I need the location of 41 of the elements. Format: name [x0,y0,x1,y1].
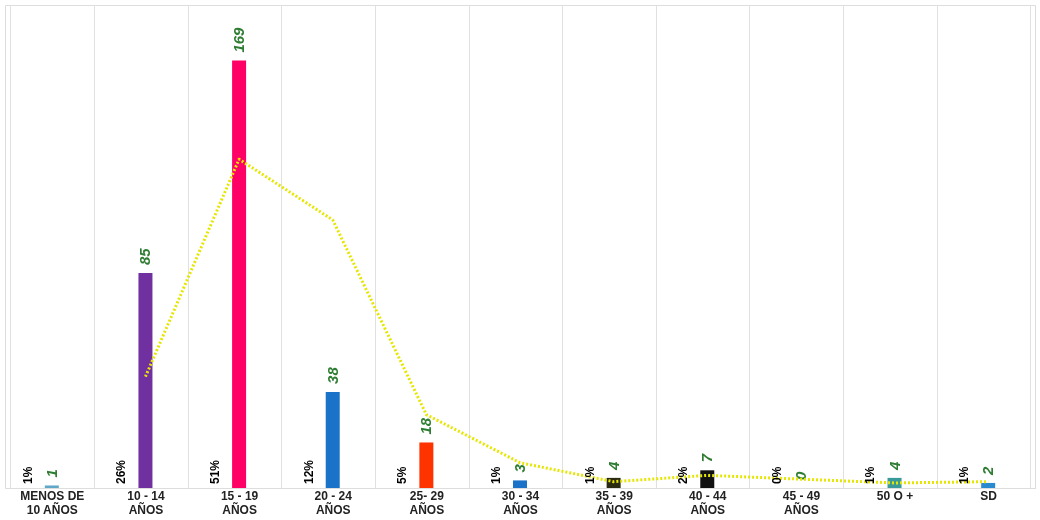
x-tick-label: 40 - 44 AÑOS [689,488,727,517]
annotation: 1% [863,466,878,484]
x-tick-label: 50 O + [876,488,914,503]
bar [232,60,247,488]
x-tick-label: 15 - 19 AÑOS [220,488,259,517]
bar [419,442,434,488]
annotation: 1% [582,466,597,484]
bar [138,273,153,488]
data-label: 169 [230,26,248,53]
x-tick-label: SD [980,488,998,503]
data-label: 38 [323,366,341,384]
annotation: 1% [20,466,35,484]
data-label: 1 [42,469,60,478]
x-tick-label: MENOS DE 10 AÑOS [20,488,85,517]
annotation: 1% [488,466,503,484]
data-label: 2 [979,465,997,476]
annotation: 26% [114,459,129,484]
bar [513,480,527,488]
x-tick-label: 35 - 39 AÑOS [595,488,634,517]
data-label: 4 [885,460,903,471]
bar [325,391,340,488]
bar [981,482,996,488]
data-label: 0 [791,471,809,480]
annotation: 51% [207,459,222,484]
annotation: 2% [676,466,691,484]
x-tick-label: 45 - 49 AÑOS [782,488,821,517]
x-tick-label: 20 - 24 AÑOS [314,488,353,517]
data-label: 7 [698,453,716,463]
data-label: 18 [417,417,435,435]
x-tick-label: 10 - 14 AÑOS [127,488,165,517]
data-label: 3 [511,463,528,473]
annotation: 5% [395,466,410,484]
annotation: 0% [769,466,784,484]
annotation: 1% [957,466,972,484]
data-label: 85 [136,247,154,266]
annotation: 12% [301,459,316,484]
x-tick-label: 30 - 34 AÑOS [501,488,540,517]
x-tick-label: 25- 29 AÑOS [409,488,445,517]
bar [700,470,715,488]
data-label: 4 [604,460,622,471]
bar [44,485,59,488]
